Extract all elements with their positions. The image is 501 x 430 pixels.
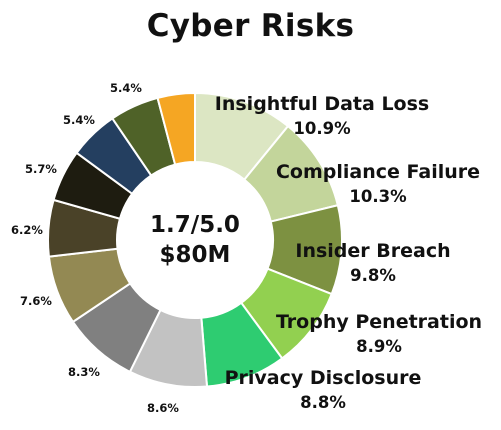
slice-percent-label: 9.8% (350, 266, 396, 285)
slice-percent-label: 6.2% (11, 223, 43, 237)
slice-percent-label: 8.6% (147, 401, 179, 415)
slice-name-label: Insider Breach (295, 240, 450, 262)
slice-percent-label: 10.9% (293, 119, 351, 138)
slice-percent-label: 8.3% (68, 365, 100, 379)
slice-percent-label: 5.7% (25, 162, 57, 176)
slice-name-label: Compliance Failure (276, 161, 480, 183)
slice-percent-label: 7.6% (20, 294, 52, 308)
slice-name-label: Privacy Disclosure (225, 367, 422, 389)
slice-name-label: Insightful Data Loss (215, 93, 429, 115)
center-value: $80M (160, 242, 231, 268)
slice-percent-label: 5.4% (110, 81, 142, 95)
slice-percent-label: 8.8% (300, 393, 346, 412)
center-score: 1.7/5.0 (150, 212, 240, 238)
chart-title: Cyber Risks (146, 8, 355, 44)
slice-percent-label: 8.9% (356, 337, 402, 356)
slice-percent-label: 5.4% (63, 113, 95, 127)
slice-labels: Insightful Data Loss 10.9% Compliance Fail… (11, 81, 482, 415)
slice-percent-label: 10.3% (349, 187, 407, 206)
donut-slices (47, 91, 343, 388)
slice-13 (156, 91, 196, 166)
slice-name-label: Trophy Penetration (276, 311, 482, 333)
